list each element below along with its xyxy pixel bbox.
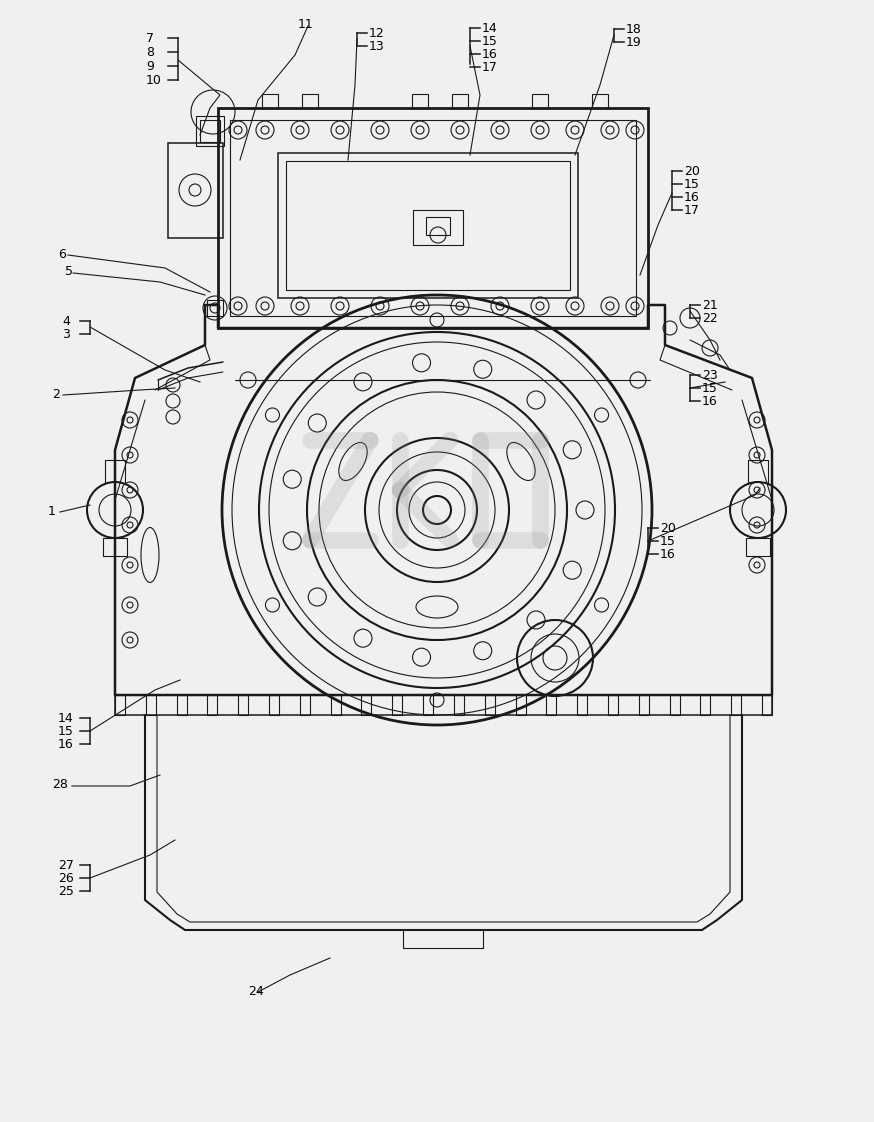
Bar: [230, 120, 636, 316]
Bar: [146, 695, 156, 715]
Bar: [669, 695, 680, 715]
Text: 16: 16: [58, 738, 73, 751]
Bar: [413, 210, 463, 245]
Text: 17: 17: [684, 204, 700, 217]
Bar: [196, 116, 224, 146]
Bar: [577, 695, 587, 715]
Text: 13: 13: [369, 40, 385, 53]
Bar: [177, 695, 187, 715]
Bar: [532, 94, 548, 108]
Text: 3: 3: [62, 328, 70, 341]
Bar: [103, 539, 127, 557]
Bar: [269, 695, 279, 715]
Bar: [286, 160, 570, 289]
Text: 21: 21: [702, 298, 718, 312]
Text: 16: 16: [702, 395, 718, 408]
Bar: [207, 300, 223, 316]
Text: 19: 19: [626, 36, 642, 49]
Text: 11: 11: [298, 18, 314, 31]
Bar: [115, 695, 772, 715]
Bar: [207, 695, 218, 715]
Text: 12: 12: [369, 27, 385, 40]
Text: 28: 28: [52, 778, 68, 791]
Text: 18: 18: [626, 22, 642, 36]
Text: 15: 15: [482, 35, 498, 48]
Bar: [300, 695, 310, 715]
Text: 26: 26: [58, 872, 73, 885]
Bar: [639, 695, 649, 715]
Bar: [412, 94, 428, 108]
Bar: [168, 142, 223, 238]
Bar: [485, 695, 495, 715]
Text: 16: 16: [684, 191, 700, 204]
Text: 20: 20: [660, 522, 676, 535]
Bar: [392, 695, 402, 715]
Text: 7: 7: [146, 33, 154, 45]
Text: 6: 6: [58, 248, 66, 261]
Text: 1: 1: [48, 505, 56, 518]
Bar: [302, 94, 318, 108]
Bar: [200, 120, 220, 142]
Text: 22: 22: [702, 312, 718, 325]
Bar: [516, 695, 525, 715]
Bar: [362, 695, 371, 715]
Bar: [218, 108, 648, 328]
Bar: [423, 695, 434, 715]
Text: 14: 14: [58, 712, 73, 725]
Text: 15: 15: [684, 178, 700, 191]
Bar: [592, 94, 608, 108]
Bar: [454, 695, 464, 715]
Bar: [278, 153, 578, 298]
Text: 16: 16: [482, 48, 498, 61]
Text: 16: 16: [660, 548, 676, 561]
Text: 10: 10: [146, 74, 162, 88]
Text: 27: 27: [58, 859, 74, 872]
Text: 15: 15: [58, 725, 74, 738]
Bar: [452, 94, 468, 108]
Bar: [546, 695, 557, 715]
Bar: [239, 695, 248, 715]
Bar: [262, 94, 278, 108]
Bar: [732, 695, 741, 715]
Bar: [330, 695, 341, 715]
Text: 20: 20: [684, 165, 700, 178]
Text: 15: 15: [702, 381, 718, 395]
Text: 4: 4: [62, 315, 70, 328]
Text: 8: 8: [146, 46, 154, 59]
Text: 25: 25: [58, 885, 74, 898]
Bar: [115, 695, 125, 715]
Text: 24: 24: [248, 985, 264, 997]
Bar: [762, 695, 772, 715]
Text: 14: 14: [482, 22, 498, 35]
Text: 23: 23: [702, 369, 718, 381]
Bar: [700, 695, 711, 715]
Text: 5: 5: [65, 265, 73, 278]
Bar: [608, 695, 618, 715]
Bar: [746, 539, 770, 557]
Text: 9: 9: [146, 59, 154, 73]
Text: 2: 2: [52, 388, 60, 401]
Text: 15: 15: [660, 535, 676, 548]
Text: 17: 17: [482, 61, 498, 74]
Bar: [426, 217, 450, 234]
